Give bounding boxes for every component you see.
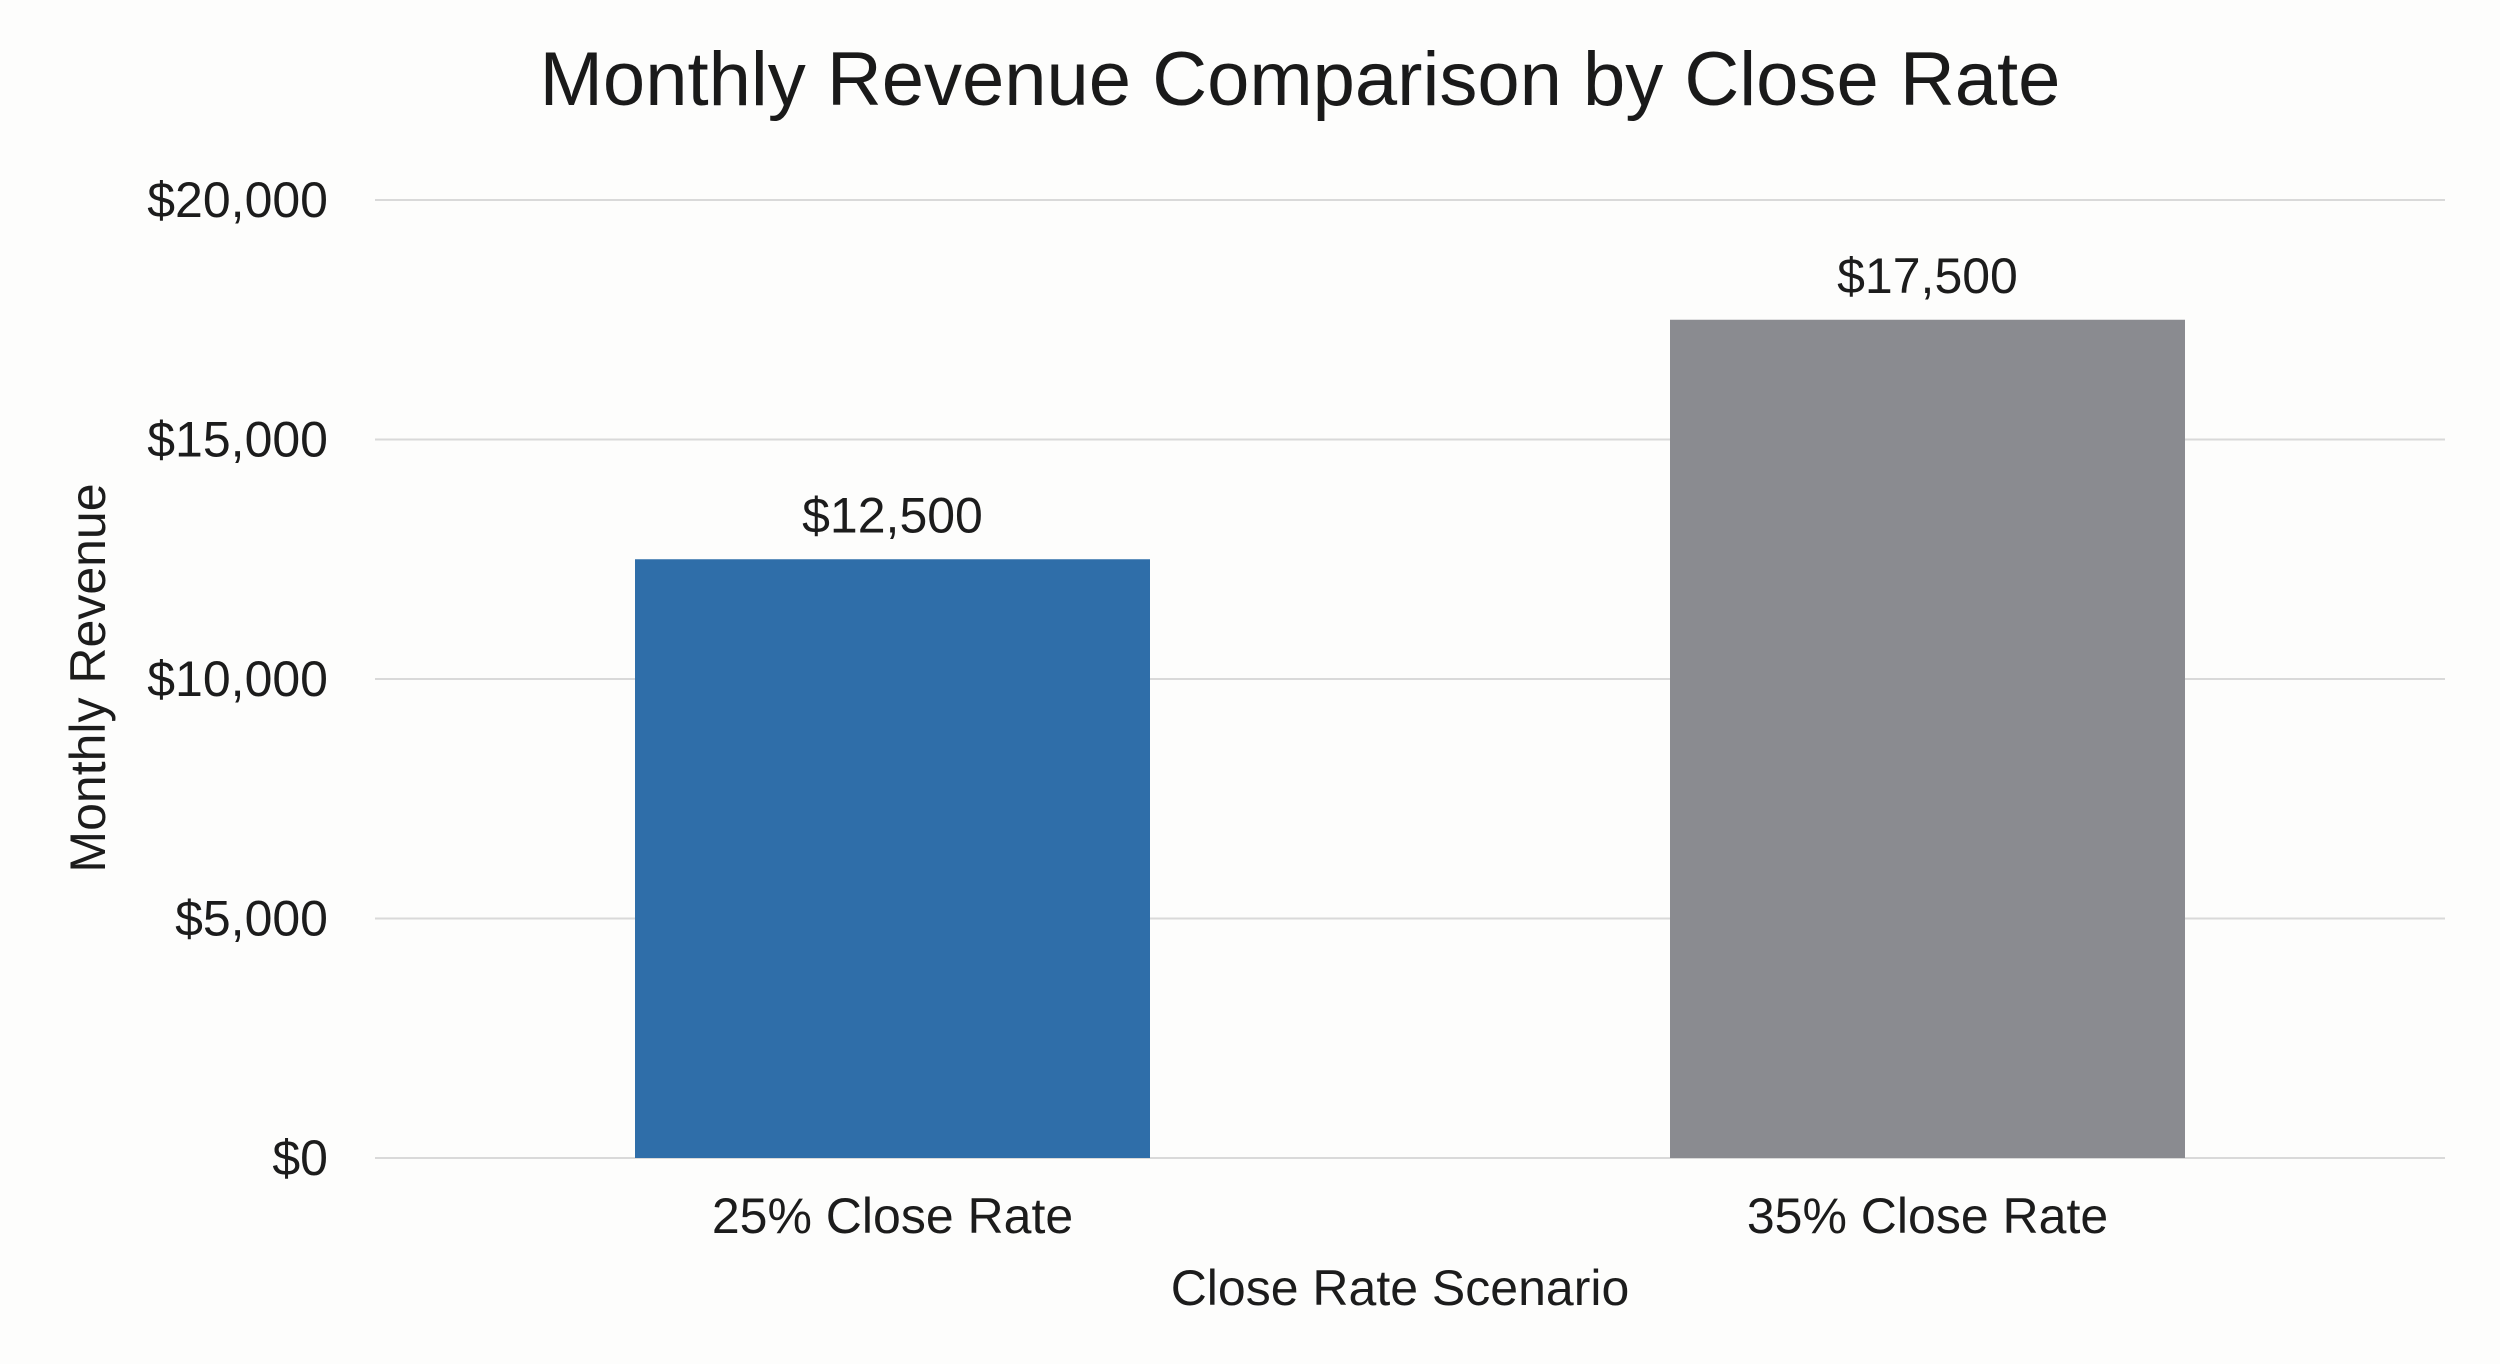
y-axis-title: Monthly Revenue (60, 483, 116, 872)
bar-value-label: $17,500 (1837, 248, 2018, 304)
y-axis-tick-labels: $0 $5,000 $10,000 $15,000 $20,000 (147, 172, 328, 1186)
x-axis-title: Close Rate Scenario (1171, 1260, 1630, 1316)
y-tick-label: $0 (272, 1130, 328, 1186)
data-labels: $12,500 $17,500 (802, 248, 2018, 544)
x-tick-label: 35% Close Rate (1747, 1188, 2108, 1244)
chart-title: Monthly Revenue Comparison by Close Rate (540, 37, 2061, 122)
y-tick-label: $15,000 (147, 412, 328, 468)
bar-value-label: $12,500 (802, 487, 983, 543)
bar-1 (635, 559, 1150, 1158)
x-axis-tick-labels: 25% Close Rate 35% Close Rate (712, 1188, 2108, 1244)
y-tick-label: $10,000 (147, 651, 328, 707)
bars (635, 319, 2185, 1158)
y-tick-label: $20,000 (147, 172, 328, 228)
y-tick-label: $5,000 (175, 891, 328, 947)
x-tick-label: 25% Close Rate (712, 1188, 1073, 1244)
bar-2 (1670, 319, 2185, 1158)
